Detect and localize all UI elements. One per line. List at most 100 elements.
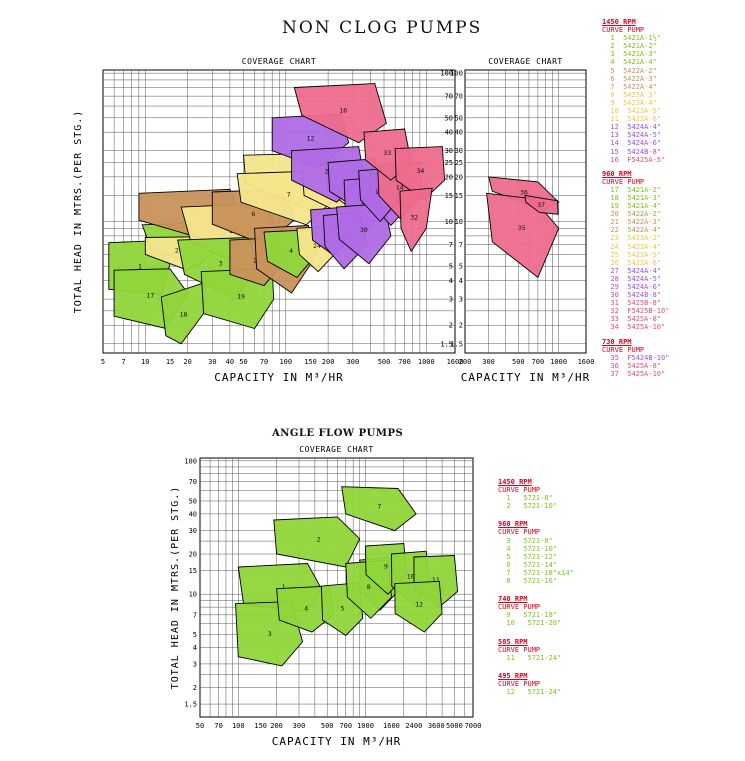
region-label-35: 35 xyxy=(518,224,526,232)
x-tick-label: 500 xyxy=(321,722,334,730)
region-4 xyxy=(276,585,334,633)
y-tick-label: 7 xyxy=(449,241,453,249)
y-tick-label: 70 xyxy=(189,478,197,486)
legend-entry: 4 5721-10" xyxy=(498,544,558,553)
legend-entry: 36 5425A-8" xyxy=(602,361,662,370)
x-axis-label: CAPACITY IN M³/HR xyxy=(214,371,344,384)
legend-rpm-heading: 495 RPM xyxy=(498,671,528,680)
y-tick-label: 1.5 xyxy=(184,701,197,709)
region-label-34: 34 xyxy=(417,167,425,175)
legend-column-header: CURVE PUMP xyxy=(602,26,645,35)
angle-flow-title: ANGLE FLOW PUMPS xyxy=(272,428,404,439)
legend-entry: 24 5423A-4" xyxy=(602,242,662,251)
legend-entry: 20 5422A-2" xyxy=(602,210,662,219)
non-clog-title: NON CLOG PUMPS xyxy=(282,18,483,38)
x-tick-label: 700 xyxy=(532,358,545,366)
region-32 xyxy=(399,187,433,253)
legend-rpm-heading: 730 RPM xyxy=(602,337,632,346)
side-y-tick-label: 3 xyxy=(459,296,463,304)
region-label-7: 7 xyxy=(377,503,381,511)
x-tick-label: 1000 xyxy=(550,358,567,366)
region-label-6: 6 xyxy=(252,210,256,218)
region-label-16: 16 xyxy=(339,106,347,114)
y-tick-label: 20 xyxy=(189,551,197,559)
legend-entry: 18 5421A-3" xyxy=(602,193,662,202)
region-34 xyxy=(394,146,446,201)
x-tick-label: 200 xyxy=(270,722,283,730)
chart-subtitle: COVERAGE CHART xyxy=(242,57,316,66)
chart-af: 7213456891011125070100150200300500700100… xyxy=(170,445,481,748)
legend-entry: 3 5721-8" xyxy=(498,536,553,545)
region-label-4: 4 xyxy=(289,247,293,255)
legend-entry: 2 5421A-2" xyxy=(602,42,657,51)
x-tick-label: 1600 xyxy=(578,358,595,366)
x-tick-label: 150 xyxy=(254,722,267,730)
y-tick-label: 5 xyxy=(449,263,453,271)
legend-entry: 12 5424A-4" xyxy=(602,123,662,132)
side-y-tick-label: 40 xyxy=(455,129,463,137)
legend-rpm-heading: 960 RPM xyxy=(498,520,528,529)
legend-entry: 9 5423A-4" xyxy=(602,98,657,107)
x-tick-label: 20 xyxy=(183,358,191,366)
x-tick-label: 1600 xyxy=(447,358,464,366)
y-tick-label: 15 xyxy=(445,192,453,200)
y-tick-label: 10 xyxy=(445,218,453,226)
region-label-5: 5 xyxy=(340,605,344,613)
legend-entry: 22 5422A-4" xyxy=(602,226,662,235)
x-axis-label: CAPACITY IN M³/HR xyxy=(272,735,402,748)
region-label-1: 1 xyxy=(282,583,286,591)
legend-entry: 5 5721-12" xyxy=(498,552,558,561)
side-y-tick-label: 5 xyxy=(459,263,463,271)
side-y-tick-label: 1.5 xyxy=(450,340,463,348)
x-tick-label: 5000 xyxy=(446,722,463,730)
y-tick-label: 100 xyxy=(440,70,453,78)
y-tick-label: 50 xyxy=(445,114,453,122)
legend-entry: 11 5721-24" xyxy=(498,653,562,662)
side-y-tick-label: 2 xyxy=(459,322,463,330)
legend-entry: 32 F5425B-10" xyxy=(602,307,670,316)
x-tick-label: 70 xyxy=(260,358,268,366)
chart-subtitle: COVERAGE CHART xyxy=(488,57,562,66)
region-label-4: 4 xyxy=(304,604,308,612)
region-label-9: 9 xyxy=(384,563,388,571)
y-tick-label: 1.5 xyxy=(440,340,453,348)
region-label-19: 19 xyxy=(237,292,245,300)
side-y-tick-label: 20 xyxy=(455,173,463,181)
y-tick-label: 15 xyxy=(189,567,197,575)
legend-entry: 17 5421A-2" xyxy=(602,185,662,194)
region-label-3: 3 xyxy=(219,259,223,267)
x-tick-label: 50 xyxy=(196,722,204,730)
legend-column-header: CURVE PUMP xyxy=(602,345,645,354)
legend-entry: 19 5421A-4" xyxy=(602,202,662,211)
legend-entry: 9 5721-18" xyxy=(498,611,558,620)
side-y-tick-label: 15 xyxy=(455,192,463,200)
region-label-7: 7 xyxy=(287,190,291,198)
legend-entry: 7 5721-18"x14" xyxy=(498,568,574,577)
x-tick-label: 7000 xyxy=(465,722,482,730)
x-tick-label: 5 xyxy=(101,358,105,366)
chart-subtitle: COVERAGE CHART xyxy=(299,445,373,454)
legend-column-header: CURVE PUMP xyxy=(498,486,541,495)
x-tick-label: 500 xyxy=(512,358,525,366)
legend-entry: 25 5423A-5" xyxy=(602,250,662,259)
region-label-37: 37 xyxy=(537,201,545,209)
y-tick-label: 5 xyxy=(193,631,197,639)
y-tick-label: 40 xyxy=(189,510,197,518)
region-label-10: 10 xyxy=(407,572,415,580)
chart-nc-main: 1220171852331962122424879101112272829252… xyxy=(73,57,463,384)
x-tick-label: 2400 xyxy=(405,722,422,730)
region-label-24: 24 xyxy=(313,242,321,250)
x-axis-label: CAPACITY IN M³/HR xyxy=(461,371,591,384)
region-label-12: 12 xyxy=(307,135,315,143)
x-tick-label: 100 xyxy=(279,358,292,366)
legend-column-header: CURVE PUMP xyxy=(602,177,645,186)
legend-entry: 14 5424A-6" xyxy=(602,139,662,148)
region-2 xyxy=(273,516,361,568)
region-label-2: 2 xyxy=(317,535,321,543)
side-y-tick-label: 70 xyxy=(455,93,463,101)
side-y-tick-label: 100 xyxy=(450,70,463,78)
x-tick-label: 1000 xyxy=(418,358,435,366)
region-label-1: 1 xyxy=(138,262,142,270)
legend-column-header: CURVE PUMP xyxy=(498,645,541,654)
side-y-tick-label: 30 xyxy=(455,147,463,155)
